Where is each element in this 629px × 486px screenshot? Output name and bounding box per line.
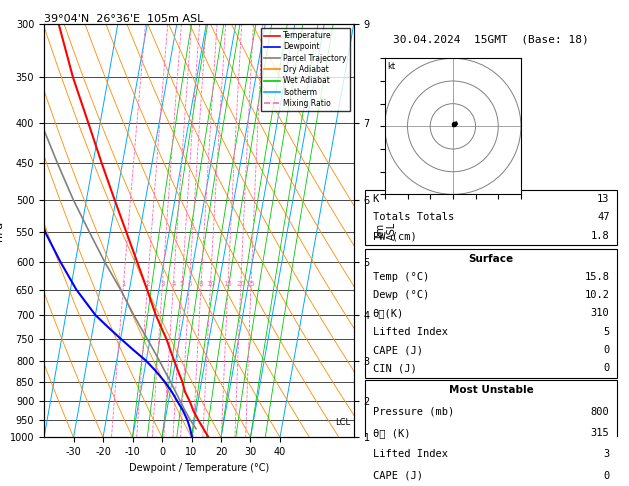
Text: θᴇ(K): θᴇ(K) <box>372 309 404 318</box>
Text: CAPE (J): CAPE (J) <box>372 345 423 355</box>
Text: 1.8: 1.8 <box>591 231 610 241</box>
Legend: Temperature, Dewpoint, Parcel Trajectory, Dry Adiabat, Wet Adiabat, Isotherm, Mi: Temperature, Dewpoint, Parcel Trajectory… <box>261 28 350 111</box>
Text: Totals Totals: Totals Totals <box>372 212 454 223</box>
Text: 10: 10 <box>206 281 215 287</box>
Text: CIN (J): CIN (J) <box>372 364 416 373</box>
Text: 6: 6 <box>187 281 192 287</box>
Text: 0: 0 <box>603 345 610 355</box>
Text: 800: 800 <box>591 407 610 417</box>
Y-axis label: km
ASL: km ASL <box>376 222 397 240</box>
FancyBboxPatch shape <box>365 249 618 378</box>
Text: PW (cm): PW (cm) <box>372 231 416 241</box>
Text: Dewp (°C): Dewp (°C) <box>372 290 429 300</box>
Text: Surface: Surface <box>469 254 514 263</box>
Text: 2: 2 <box>145 281 150 287</box>
Text: 13: 13 <box>597 194 610 204</box>
Text: 3: 3 <box>603 449 610 459</box>
Text: 315: 315 <box>591 428 610 438</box>
Text: 8: 8 <box>199 281 203 287</box>
Text: 4: 4 <box>171 281 175 287</box>
Text: 3: 3 <box>160 281 165 287</box>
Text: 47: 47 <box>597 212 610 223</box>
Text: 5: 5 <box>603 327 610 337</box>
Text: 30.04.2024  15GMT  (Base: 18): 30.04.2024 15GMT (Base: 18) <box>393 35 589 45</box>
Text: LCL: LCL <box>335 418 350 427</box>
X-axis label: Dewpoint / Temperature (°C): Dewpoint / Temperature (°C) <box>129 463 269 473</box>
Text: Lifted Index: Lifted Index <box>372 449 448 459</box>
Text: Lifted Index: Lifted Index <box>372 327 448 337</box>
Text: 310: 310 <box>591 309 610 318</box>
Text: 15.8: 15.8 <box>584 272 610 282</box>
Text: Temp (°C): Temp (°C) <box>372 272 429 282</box>
Text: 20: 20 <box>237 281 245 287</box>
FancyBboxPatch shape <box>365 190 618 245</box>
Text: K: K <box>372 194 379 204</box>
Text: 15: 15 <box>223 281 233 287</box>
Text: 1: 1 <box>121 281 126 287</box>
FancyBboxPatch shape <box>365 380 618 486</box>
Text: kt: kt <box>387 62 396 71</box>
Text: 39°04'N  26°36'E  105m ASL: 39°04'N 26°36'E 105m ASL <box>44 14 203 23</box>
Text: Pressure (mb): Pressure (mb) <box>372 407 454 417</box>
Text: 0: 0 <box>603 470 610 481</box>
Text: CAPE (J): CAPE (J) <box>372 470 423 481</box>
Text: 25: 25 <box>247 281 255 287</box>
Y-axis label: hPa: hPa <box>0 221 4 241</box>
Text: Most Unstable: Most Unstable <box>448 385 533 395</box>
Text: 0: 0 <box>603 364 610 373</box>
Text: 10.2: 10.2 <box>584 290 610 300</box>
Text: θᴇ (K): θᴇ (K) <box>372 428 410 438</box>
Text: 5: 5 <box>180 281 184 287</box>
